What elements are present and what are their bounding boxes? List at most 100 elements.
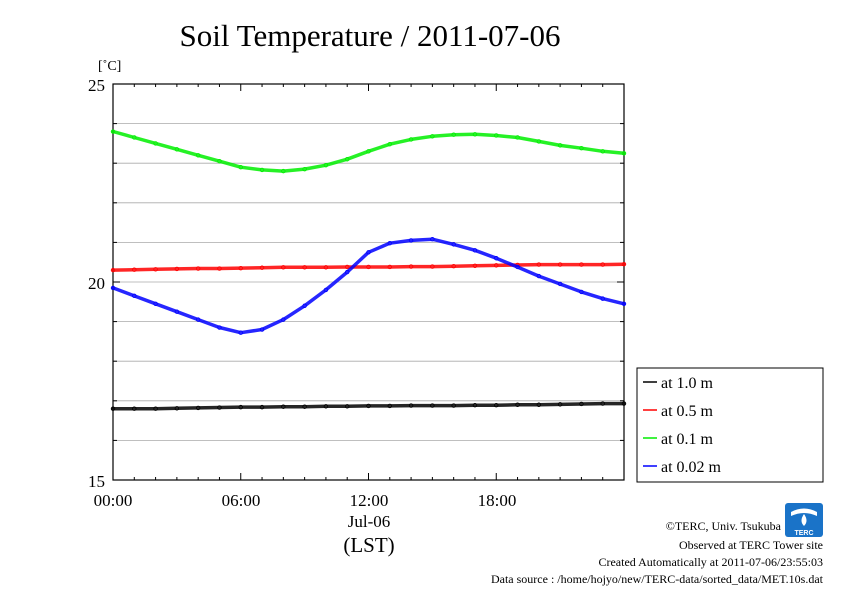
series-at-1-0-m-point [195,405,201,411]
x-tick-label: 12:00 [350,491,389,510]
plot-series [110,129,627,411]
y-tick-label: 15 [88,472,105,491]
series-at-0-5-m-point [345,264,350,270]
series-at-1-0-m-point [281,404,286,409]
series-at-0-1-m-point [494,133,499,138]
series-at-0-02-m-point [408,238,414,243]
series-at-0-1-m-point [153,141,158,146]
series-at-0-02-m-point [536,273,542,279]
series-at-0-02-m-point [494,256,499,261]
series-at-0-1-m-point [451,132,456,137]
series-at-1-0-m-point [238,404,243,410]
series-at-1-0-m-point [323,404,329,409]
series-at-0-02-m-point [472,248,478,253]
data-source-path: Data source : /home/hojyo/new/TERC-data/… [491,572,824,586]
series-at-0-1-m-point [281,168,286,174]
series-at-1-0-m-point [110,406,116,411]
series-at-0-1-m-point [259,167,265,173]
series-at-0-02-m-point [281,317,286,322]
series-at-0-5-m-point [430,264,435,269]
series-at-0-5-m-point [174,266,180,272]
series-at-0-1-m-point [621,151,627,156]
series-at-0-02-m-point [621,301,627,306]
series-at-0-02-m-point [515,264,520,270]
x-date-label: Jul-06 [348,512,391,531]
series-at-1-0-m-line [111,401,626,411]
series-at-0-02-m-point [579,289,584,295]
legend-label: at 0.02 m [661,459,722,476]
legend-item-0-1m: at 0.1 m [643,431,714,448]
series-at-0-1-m-line [111,129,626,173]
legend-item-0-02m: at 0.02 m [643,459,722,476]
series-at-0-02-m-point [323,287,329,293]
series-at-1-0-m-point [366,403,371,409]
series-at-0-1-m-point [217,159,222,164]
series-at-0-5-m-point [259,265,265,270]
series-at-1-0-m-point [494,402,499,408]
series-at-0-02-m-point [195,317,201,322]
series-at-0-5-m-point [408,264,414,269]
series-at-0-5-m-point [387,264,392,270]
series-at-0-5-m-point [110,267,116,273]
series-at-0-5-m-point [302,265,307,270]
series-at-0-5-m-point [217,266,222,271]
plot-grid [113,123,624,441]
series-at-0-02-m-line [111,237,626,335]
series-at-0-5-m-point [536,262,542,267]
series-at-1-0-m-point [536,402,542,407]
series-at-0-02-m-point [174,309,180,314]
series-at-1-0-m-point [515,402,520,407]
series-at-1-0-m-point [430,403,435,408]
terc-logo: TERC [785,503,823,537]
x-axis-label: (LST) [343,533,394,557]
series-at-1-0-m-point [621,401,627,406]
legend-label: at 1.0 m [661,375,714,392]
series-at-0-5-m-point [366,264,371,270]
series-at-1-0-m-point [174,406,180,411]
series-at-0-02-m-point [132,293,137,299]
x-tick-label: 06:00 [222,491,261,510]
series-at-0-02-m-point [366,250,371,255]
legend-label: at 0.5 m [661,403,714,420]
legend-item-0-5m: at 0.5 m [643,403,714,420]
series-at-0-02-m-point [238,330,243,335]
series-at-0-1-m-point [515,135,520,140]
series-at-0-5-m-point [494,263,499,268]
series-at-0-1-m-point [387,141,392,147]
series-at-1-0-m-point [472,402,478,408]
series-at-0-02-m-point [302,303,307,308]
y-tick-label: 20 [88,274,105,293]
series-at-0-5-m-point [195,266,201,271]
logo-text: TERC [794,530,813,537]
series-at-0-02-m-point [557,281,563,287]
copyright-text: ©TERC, Univ. Tsukuba [666,519,782,533]
series-at-0-02-m-point [110,285,116,291]
series-at-0-5-m-point [579,262,584,267]
series-at-0-02-m-point [430,237,435,242]
series-at-1-0-m-point [345,404,350,409]
series-at-0-5-m-line [111,262,626,272]
series-at-0-5-m-point [472,263,478,268]
series-at-1-0-m-point [451,403,456,408]
series-at-0-5-m-point [600,262,605,267]
series-at-0-02-m-point [217,325,222,330]
legend-label: at 0.1 m [661,431,714,448]
series-at-0-5-m-point [281,265,286,270]
series-at-1-0-m-point [557,402,563,407]
x-tick-label: 00:00 [94,491,133,510]
series-at-1-0-m-point [408,403,414,408]
y-axis-unit: [˚C] [98,59,121,74]
series-at-0-5-m-point [621,261,627,267]
series-at-0-1-m-point [174,147,180,152]
series-at-0-02-m-point [600,296,605,301]
y-tick-label: 25 [88,76,105,95]
x-tick-label: 18:00 [478,491,517,510]
series-at-0-1-m-point [195,153,201,158]
series-at-0-1-m-point [579,145,584,151]
series-at-0-5-m-point [323,265,329,270]
series-at-1-0-m-point [132,406,137,411]
series-at-0-02-m-point [345,269,350,275]
series-at-0-5-m-point [451,263,456,269]
series-at-0-1-m-point [536,139,542,144]
series-at-0-5-m-point [557,262,563,267]
